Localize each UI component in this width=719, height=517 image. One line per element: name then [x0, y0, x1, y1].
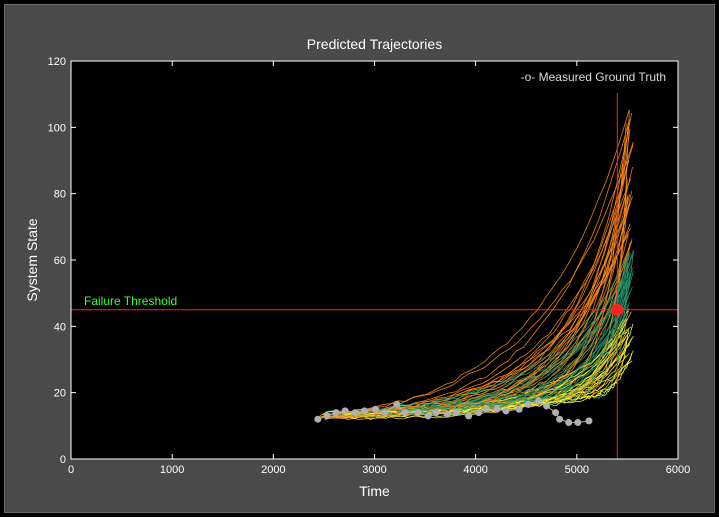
ground-truth-point — [515, 405, 523, 413]
x-tick-label: 5000 — [565, 464, 589, 476]
trajectory-line — [387, 289, 630, 416]
ground-truth-point — [534, 397, 542, 405]
ground-truth-point — [542, 402, 550, 410]
trajectory-line — [454, 273, 632, 407]
x-tick-label: 4000 — [463, 464, 487, 476]
x-tick-label: 1000 — [160, 464, 184, 476]
x-tick-label: 6000 — [666, 464, 690, 476]
chart-title: Predicted Trajectories — [307, 36, 442, 52]
x-tick-label: 3000 — [362, 464, 386, 476]
ground-truth-point — [524, 400, 532, 408]
ground-truth-point — [565, 419, 573, 427]
ground-truth-point — [452, 409, 460, 417]
ground-truth-point — [360, 407, 368, 415]
ground-truth-point — [502, 407, 510, 415]
trajectory-line — [566, 350, 634, 401]
trajectory-line — [488, 292, 630, 408]
y-tick-label: 100 — [48, 122, 66, 134]
annotations — [71, 93, 678, 459]
plot-area — [71, 61, 678, 459]
ground-truth-point — [424, 412, 432, 420]
y-tick-label: 20 — [54, 388, 66, 400]
ground-truth-point — [314, 415, 322, 423]
y-tick-label: 120 — [48, 56, 66, 68]
ground-truth-point — [443, 410, 451, 418]
y-tick-label: 40 — [54, 321, 66, 333]
x-tick-label: 2000 — [261, 464, 285, 476]
x-axis-title: Time — [359, 483, 390, 499]
ground-truth-point — [493, 405, 501, 413]
legend-entry-ground-truth: -o- Measured Ground Truth — [521, 70, 666, 84]
failure-threshold-label: Failure Threshold — [84, 294, 177, 308]
trajectory-line — [364, 286, 633, 412]
y-tick-label: 80 — [54, 189, 66, 201]
trajectory-line — [465, 242, 631, 410]
ground-truth-point — [323, 412, 331, 420]
failure-point-marker — [611, 303, 624, 316]
axes: 0 1000 2000 3000 4000 5000 6000 0 20 40 60 80 100 120 — [48, 56, 691, 476]
x-tick-label: 0 — [68, 464, 74, 476]
y-tick-label: 0 — [60, 454, 66, 466]
ground-truth-point — [393, 400, 401, 408]
ground-truth-point — [401, 409, 409, 417]
ground-truth-point — [483, 405, 491, 413]
ground-truth-series — [314, 397, 593, 427]
ground-truth-point — [574, 419, 582, 427]
ground-truth-point — [465, 412, 473, 420]
ground-truth-point — [341, 407, 349, 415]
ground-truth-point — [351, 409, 359, 417]
trajectory-line — [319, 141, 634, 416]
ground-truth-point — [432, 409, 440, 417]
ground-truth-point — [372, 405, 380, 413]
ground-truth-point — [414, 409, 422, 417]
trajectory-line — [359, 160, 630, 414]
ground-truth-point — [556, 415, 564, 423]
ground-truth-point — [585, 417, 593, 425]
y-tick-label: 60 — [54, 255, 66, 267]
ground-truth-point — [552, 409, 560, 417]
ground-truth-point — [475, 409, 483, 417]
ground-truth-point — [381, 409, 389, 417]
ground-truth-point — [332, 409, 340, 417]
y-axis-title: System State — [24, 218, 40, 301]
